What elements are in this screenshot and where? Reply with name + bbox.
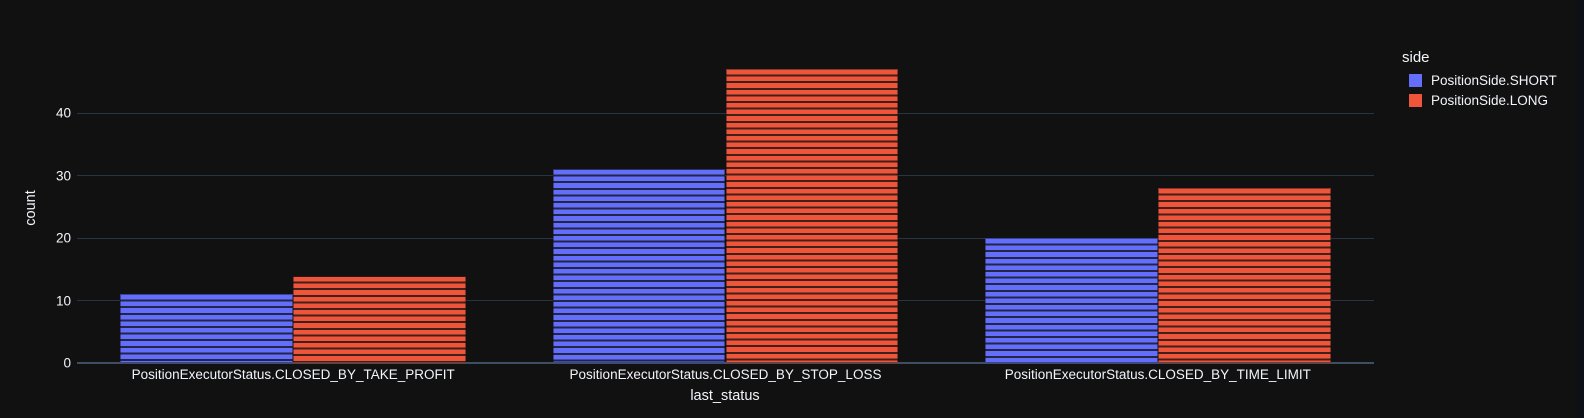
bar-long-cat1[interactable] (725, 69, 899, 363)
x-axis-title: last_status (690, 388, 760, 404)
legend: side PositionSide.SHORT PositionSide.LONG (1396, 49, 1557, 113)
y-tick-label: 0 (63, 355, 71, 371)
legend-title: side (1402, 49, 1430, 66)
y-tick-label: 10 (55, 293, 71, 308)
x-axis-zeroline (77, 362, 1374, 364)
x-tick-label: PositionExecutorStatus.CLOSED_BY_STOP_LO… (569, 367, 882, 382)
bar-short-cat2[interactable] (984, 238, 1158, 363)
legend-item-short[interactable]: PositionSide.SHORT (1396, 73, 1557, 88)
bar-long-cat0[interactable] (293, 275, 467, 363)
y-axis-title: count (23, 190, 39, 226)
x-tick-label: PositionExecutorStatus.CLOSED_BY_TIME_LI… (1004, 367, 1311, 382)
y-tick-label: 40 (55, 105, 71, 121)
legend-swatch-icon (1409, 74, 1422, 87)
legend-item-long[interactable]: PositionSide.LONG (1396, 93, 1557, 108)
y-tick-label: 20 (55, 230, 71, 246)
x-tick-label: PositionExecutorStatus.CLOSED_BY_TAKE_PR… (131, 367, 455, 382)
bar-short-cat0[interactable] (120, 294, 294, 363)
y-tick-label: 30 (55, 168, 71, 183)
legend-swatch-icon (1409, 94, 1422, 107)
page-right-edge (1576, 0, 1584, 418)
legend-item-label: PositionSide.LONG (1431, 93, 1549, 108)
bar-long-cat2[interactable] (1157, 188, 1331, 363)
legend-item-label: PositionSide.SHORT (1431, 73, 1557, 88)
bar-short-cat1[interactable] (552, 169, 726, 363)
